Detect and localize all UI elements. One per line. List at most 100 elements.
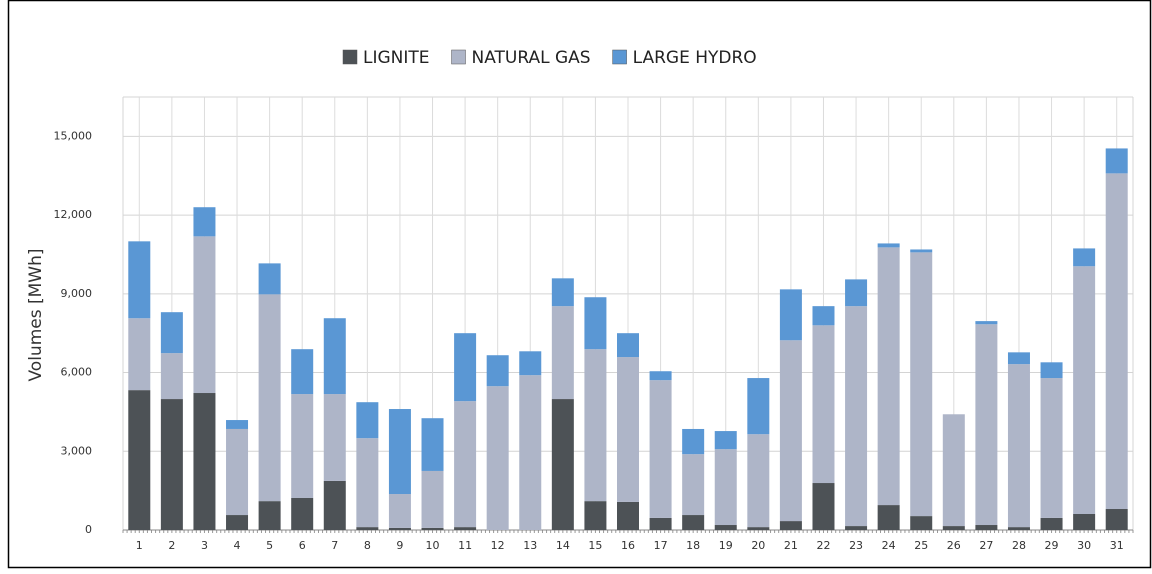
bar-segment — [1007, 352, 1030, 365]
bar-segment — [910, 516, 933, 530]
x-tick-label: 3 — [201, 539, 208, 552]
x-tick-label: 28 — [1012, 539, 1026, 552]
y-tick-label: 15,000 — [54, 129, 93, 142]
x-tick-label: 21 — [784, 539, 798, 552]
x-tick-label: 23 — [849, 539, 863, 552]
bar-segment — [1040, 517, 1063, 530]
bar-segment — [454, 401, 477, 528]
x-tick-label: 25 — [914, 539, 928, 552]
bar-segment — [812, 306, 835, 326]
bar-segment — [682, 515, 705, 530]
bar-segment — [1073, 248, 1096, 267]
legend-label: LARGE HYDRO — [633, 48, 757, 68]
bar-segment — [486, 355, 509, 387]
bar-segment — [584, 297, 607, 350]
bar-segment — [291, 497, 314, 530]
bar-segment — [421, 527, 444, 530]
bar-segment — [356, 438, 379, 528]
bar-segment — [975, 321, 998, 325]
bar-segment — [421, 418, 444, 471]
bar-segment — [291, 394, 314, 498]
legend-swatch — [612, 49, 627, 65]
bar-segment — [1073, 266, 1096, 514]
bar-segment — [747, 434, 770, 528]
x-tick-label: 19 — [719, 539, 733, 552]
bar-segment — [584, 349, 607, 502]
bar-segment — [160, 399, 183, 530]
bar-segment — [421, 470, 444, 528]
bar-segment — [942, 414, 965, 527]
bar-segment — [942, 526, 965, 530]
bar-segment — [747, 527, 770, 530]
x-tick-label: 15 — [588, 539, 602, 552]
x-tick-label: 16 — [621, 539, 635, 552]
bar-segment — [812, 483, 835, 530]
bar-segment — [910, 249, 933, 253]
x-tick-label: 29 — [1045, 539, 1059, 552]
bar-segment — [975, 324, 998, 526]
bar-segment — [1007, 364, 1030, 528]
bar-segment — [291, 349, 314, 395]
legend-label: NATURAL GAS — [472, 48, 591, 68]
x-tick-label: 6 — [299, 539, 306, 552]
x-tick-label: 2 — [168, 539, 175, 552]
bar-segment — [649, 380, 672, 518]
bar-segment — [617, 357, 639, 502]
bar-segment — [1040, 378, 1063, 518]
bar-segment — [1073, 513, 1096, 530]
x-tick-label: 8 — [364, 539, 371, 552]
bar-segment — [160, 353, 183, 400]
bar-segment — [388, 527, 411, 530]
bar-segment — [486, 386, 509, 530]
y-tick-label: 3,000 — [61, 444, 93, 457]
bar-segment — [128, 318, 151, 391]
y-tick-label: 9,000 — [61, 287, 93, 300]
bar-segment — [910, 252, 933, 517]
bar-segment — [128, 241, 151, 319]
y-tick-label: 0 — [85, 523, 92, 536]
bar-segment — [877, 247, 900, 506]
bar-segment — [356, 527, 379, 530]
bar-segment — [1105, 148, 1128, 174]
legend-swatch — [342, 49, 358, 65]
x-tick-label: 18 — [686, 539, 700, 552]
bar-segment — [779, 340, 802, 522]
bar-segment — [226, 428, 249, 516]
bar-segment — [323, 318, 346, 395]
bar-segment — [682, 428, 705, 455]
bar-segment — [747, 378, 770, 435]
bar-segment — [877, 243, 900, 248]
bar-segment — [193, 393, 216, 530]
bar-segment — [1105, 509, 1128, 530]
bar-segment — [617, 333, 639, 358]
x-tick-label: 31 — [1110, 539, 1124, 552]
bar-segment — [323, 394, 346, 481]
bar-segment — [845, 306, 868, 527]
x-tick-label: 17 — [654, 539, 668, 552]
x-tick-label: 12 — [491, 539, 505, 552]
bar-segment — [388, 409, 411, 495]
x-tick-label: 5 — [266, 539, 273, 552]
bar-segment — [714, 525, 737, 530]
x-tick-label: 13 — [523, 539, 537, 552]
x-tick-label: 10 — [426, 539, 440, 552]
bar-segment — [714, 431, 737, 450]
bar-segment — [649, 517, 672, 530]
bar-segment — [1007, 527, 1030, 530]
bar-segment — [779, 289, 802, 341]
bar-segment — [193, 236, 216, 394]
x-tick-label: 1 — [136, 539, 143, 552]
legend-label: LIGNITE — [363, 48, 430, 68]
bar-segment — [519, 351, 542, 376]
x-tick-label: 11 — [458, 539, 472, 552]
bar-segment — [551, 399, 574, 530]
bar-segment — [454, 527, 477, 530]
bar-segment — [454, 333, 477, 402]
x-tick-label: 27 — [979, 539, 993, 552]
bar-segment — [551, 278, 574, 307]
bar-segment — [1040, 362, 1063, 379]
bar-segment — [1105, 173, 1128, 510]
y-tick-label: 6,000 — [61, 366, 93, 379]
bar-segment — [845, 279, 868, 307]
